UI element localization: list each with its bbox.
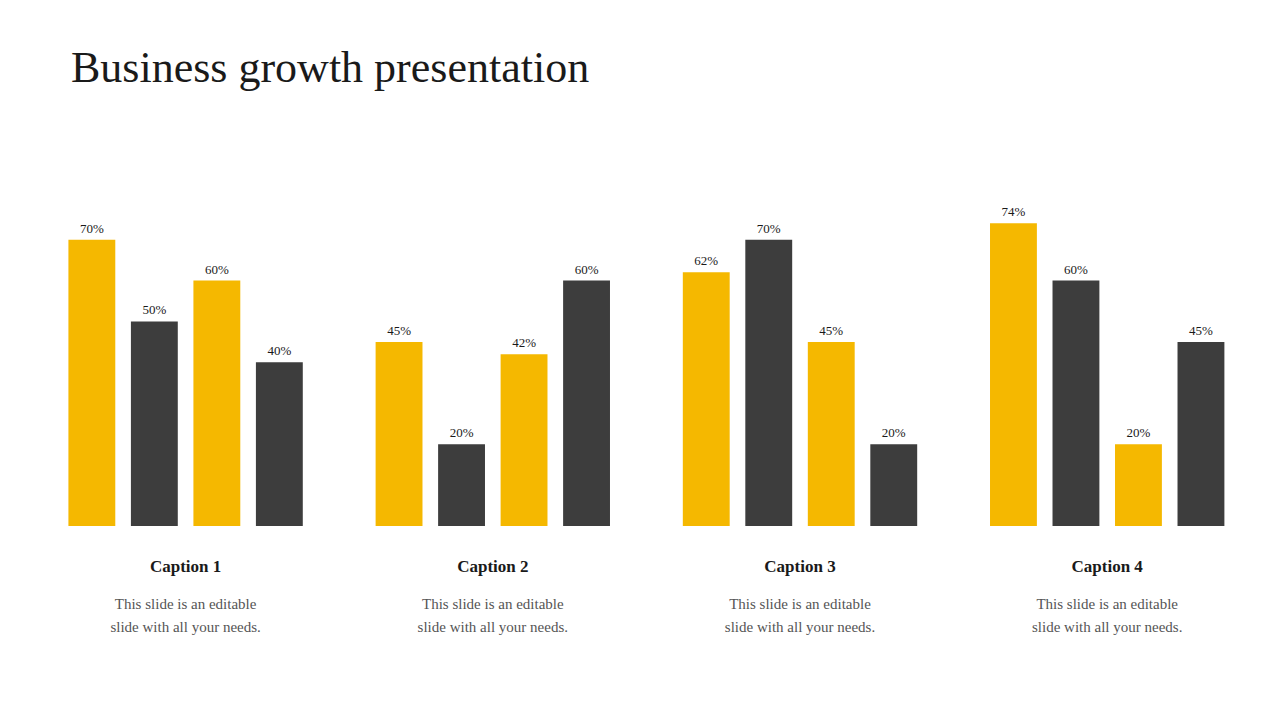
svg-text:slide with all your needs.: slide with all your needs. [1032,619,1182,635]
svg-text:60%: 60% [575,262,599,277]
svg-text:Caption 1: Caption 1 [150,557,221,576]
svg-text:50%: 50% [142,302,166,317]
svg-text:60%: 60% [1064,262,1088,277]
svg-text:slide with all your needs.: slide with all your needs. [418,619,568,635]
svg-text:Caption 3: Caption 3 [764,557,835,576]
svg-text:Caption 2: Caption 2 [457,557,528,576]
svg-text:20%: 20% [450,425,474,440]
svg-text:40%: 40% [267,343,291,358]
svg-text:62%: 62% [694,253,718,268]
svg-text:Caption 4: Caption 4 [1072,557,1144,576]
svg-text:slide with all your needs.: slide with all your needs. [110,619,260,635]
svg-text:45%: 45% [1189,323,1213,338]
svg-text:60%: 60% [205,262,229,277]
svg-text:This slide is an editable: This slide is an editable [422,596,564,612]
svg-text:20%: 20% [882,425,906,440]
svg-text:70%: 70% [80,221,104,236]
svg-text:70%: 70% [757,221,781,236]
svg-text:20%: 20% [1127,425,1151,440]
svg-text:Business growth presentation: Business growth presentation [71,43,589,92]
svg-text:This slide is an editable: This slide is an editable [729,596,871,612]
svg-text:42%: 42% [512,335,536,350]
svg-text:slide with all your needs.: slide with all your needs. [725,619,875,635]
svg-text:This slide is an editable: This slide is an editable [115,596,257,612]
svg-text:45%: 45% [387,323,411,338]
svg-text:45%: 45% [819,323,843,338]
svg-text:74%: 74% [1002,204,1026,219]
svg-text:This slide is an editable: This slide is an editable [1036,596,1178,612]
